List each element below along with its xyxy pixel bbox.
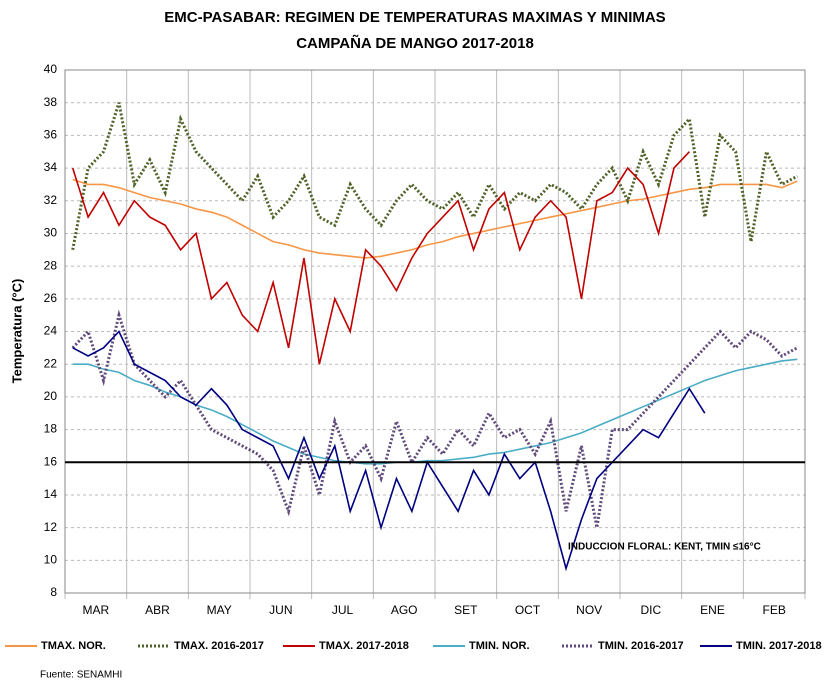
y-tick-label: 8 <box>50 585 57 599</box>
source: Fuente: SENAMHI <box>40 670 122 681</box>
y-tick-label: 26 <box>44 291 58 305</box>
x-tick-label: ENE <box>700 603 725 617</box>
x-tick-label: JUN <box>269 603 292 617</box>
y-tick-label: 20 <box>44 389 58 403</box>
y-axis-label: Temperatura (°C) <box>9 279 24 384</box>
x-tick-label: FEB <box>762 603 785 617</box>
annotation: INDUCCION FLORAL: KENT, TMIN ≤16°C <box>568 542 761 553</box>
y-tick-label: 34 <box>44 160 58 174</box>
series-line <box>72 330 706 572</box>
chart-subtitle: CAMPAÑA DE MANGO 2017-2018 <box>296 34 534 52</box>
x-tick-label: MAR <box>82 603 109 617</box>
legend-label: TMIN. 2017-2018 <box>736 640 822 652</box>
plot-frame <box>64 69 806 594</box>
legend-label: TMAX. 2017-2018 <box>319 640 409 652</box>
y-tick-label: 12 <box>44 520 58 534</box>
y-tick-label: 40 <box>44 62 58 76</box>
y-tick-label: 24 <box>44 324 58 338</box>
x-tick-label: AGO <box>391 603 418 617</box>
legend-label: TMIN. NOR. <box>469 640 530 652</box>
x-tick-label: ABR <box>145 603 170 617</box>
legend-label: TMAX. 2016-2017 <box>174 640 264 652</box>
x-tick-label: DIC <box>640 603 661 617</box>
y-tick-label: 28 <box>44 258 58 272</box>
y-tick-label: 14 <box>44 487 58 501</box>
y-tick-label: 32 <box>44 193 58 207</box>
x-tick-label: SET <box>454 603 478 617</box>
x-tick-label: JUL <box>332 603 354 617</box>
y-tick-label: 22 <box>44 356 58 370</box>
chart-title: EMC-PASABAR: REGIMEN DE TEMPERATURAS MAX… <box>164 9 665 26</box>
y-tick-label: 10 <box>44 552 58 566</box>
y-tick-label: 16 <box>44 454 58 468</box>
x-tick-label: OCT <box>515 603 541 617</box>
series-line <box>71 102 798 251</box>
x-tick-label: MAY <box>207 603 232 617</box>
legend-label: TMAX. NOR. <box>41 640 106 652</box>
series-line <box>71 309 798 528</box>
y-tick-label: 30 <box>44 226 58 240</box>
y-tick-label: 36 <box>44 128 58 142</box>
y-tick-label: 18 <box>44 422 58 436</box>
series-line <box>71 151 690 365</box>
y-tick-label: 38 <box>44 95 58 109</box>
series-line <box>72 178 798 259</box>
legend-label: TMIN. 2016-2017 <box>598 640 684 652</box>
x-tick-label: NOV <box>576 603 602 617</box>
